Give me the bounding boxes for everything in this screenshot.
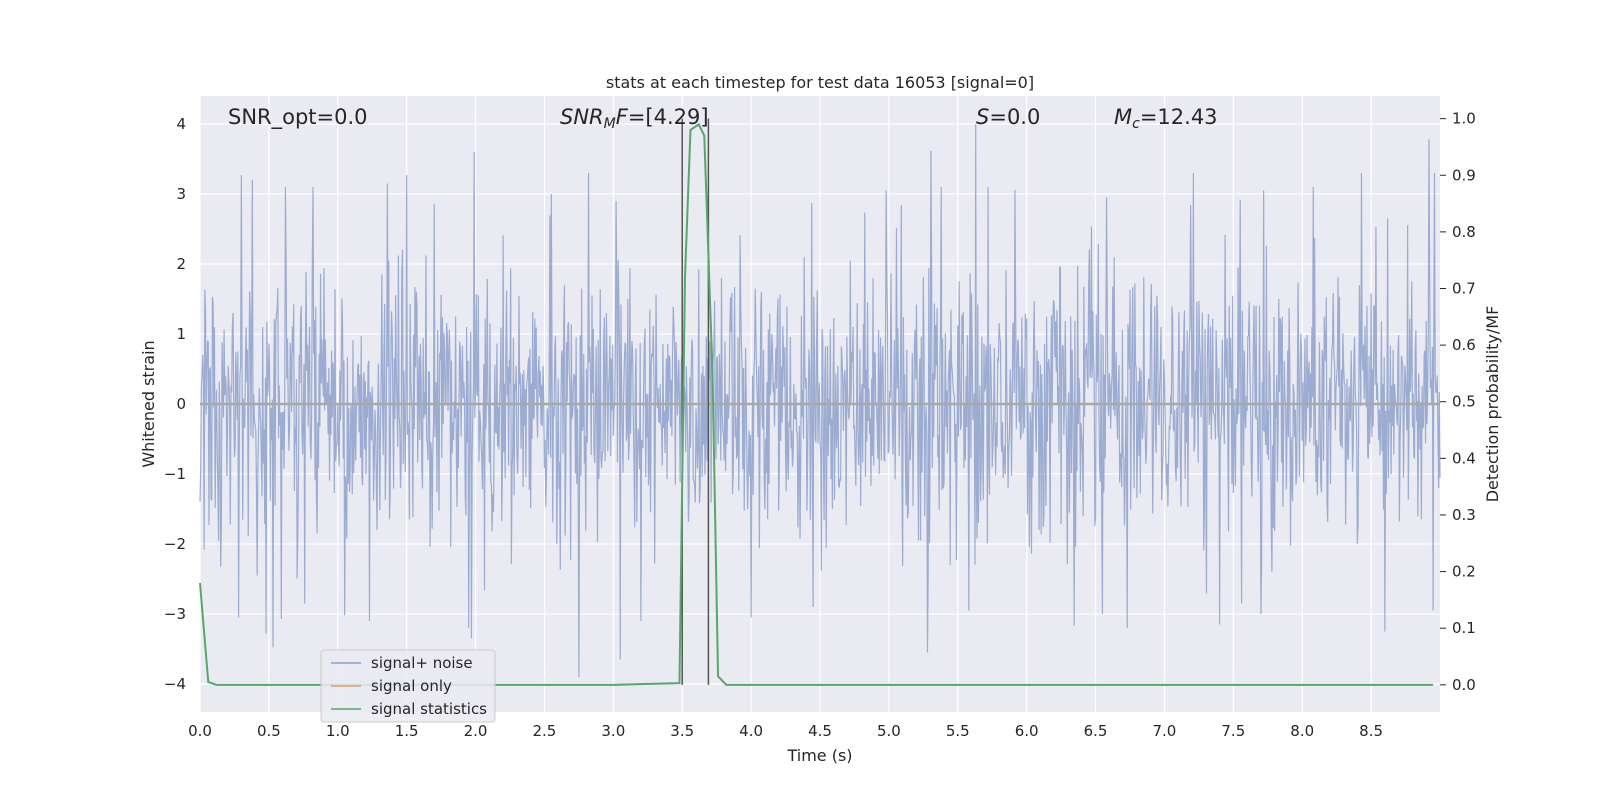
x-tick-label: 3.0 <box>601 722 625 740</box>
x-tick-label: 8.0 <box>1290 722 1314 740</box>
annotation-snr-mf: SNRMF=[4.29] <box>560 105 709 132</box>
x-tick-label: 2.0 <box>464 722 488 740</box>
annotation-s: S=0.0 <box>976 105 1040 129</box>
annotation-snr-opt: SNR_opt=0.0 <box>228 105 368 130</box>
x-tick-label: 5.0 <box>877 722 901 740</box>
y-tick-label: −2 <box>164 535 186 553</box>
legend-label-signal-statistics: signal statistics <box>371 700 487 718</box>
y-tick-label: 4 <box>176 115 186 133</box>
y2-tick-labels: 1.0 0.9 0.8 0.7 0.6 0.5 0.4 0.3 0.2 0.1 0.0 <box>1440 110 1476 694</box>
annotation-s-value: =0.0 <box>989 105 1040 129</box>
marker-lines <box>681 118 710 685</box>
annotation-mc-sub: c <box>1132 116 1140 132</box>
y-tick-label: 0 <box>176 395 186 413</box>
annotation-s-main: S <box>976 105 989 129</box>
series-signal-statistics <box>199 122 1434 686</box>
y2-tick-label: 0.8 <box>1452 223 1476 241</box>
y2-tick-label: 0.3 <box>1452 506 1476 524</box>
x-tick-label: 4.5 <box>808 722 832 740</box>
y2-tick-label: 0.7 <box>1452 280 1476 298</box>
chart-title: stats at each timestep for test data 160… <box>606 73 1034 92</box>
x-tick-label: 7.0 <box>1153 722 1177 740</box>
annotation-snr-mf-value: =[4.29] <box>628 105 709 129</box>
x-tick-label: 0.0 <box>188 722 212 740</box>
y2-tick-label: 0.4 <box>1452 449 1476 467</box>
x-tick-label: 2.5 <box>533 722 557 740</box>
y-tick-label: 3 <box>176 185 186 203</box>
y-tick-label: −4 <box>164 675 186 693</box>
y-tick-label: 1 <box>176 325 186 343</box>
x-tick-label: 3.5 <box>670 722 694 740</box>
x-axis-label: Time (s) <box>786 746 852 765</box>
x-tick-label: 1.5 <box>395 722 419 740</box>
y2-tick-label: 0.5 <box>1452 393 1476 411</box>
annotation-mc: Mc=12.43 <box>1114 105 1218 132</box>
legend-label-signal-noise: signal+ noise <box>371 654 473 672</box>
annotation-snr-mf-mid: F <box>616 105 629 129</box>
signal-noise-trace <box>199 123 1441 678</box>
y2-tick-label: 0.9 <box>1452 166 1476 184</box>
x-tick-label: 0.5 <box>257 722 281 740</box>
annotation-mc-value: =12.43 <box>1140 105 1218 129</box>
x-tick-labels: 0.0 0.5 1.0 1.5 2.0 2.5 3.0 3.5 4.0 4.5 5.0 5.5 6.0 6… <box>188 722 1383 740</box>
y2-tick-label: 0.1 <box>1452 619 1476 637</box>
y-tick-label: −3 <box>164 605 186 623</box>
signal-statistics-trace <box>199 122 1434 686</box>
x-tick-label: 5.5 <box>946 722 970 740</box>
annotation-snr-mf-sub: M <box>604 116 616 132</box>
legend: signal+ noise signal only signal statist… <box>320 649 496 723</box>
annotation-mc-main: M <box>1114 105 1132 129</box>
y-tick-label: −1 <box>164 465 186 483</box>
x-tick-label: 1.0 <box>326 722 350 740</box>
x-tick-label: 8.5 <box>1359 722 1383 740</box>
y-tick-label: 2 <box>176 255 186 273</box>
y2-tick-label: 1.0 <box>1452 110 1476 128</box>
legend-box <box>320 649 496 723</box>
legend-label-signal-only: signal only <box>371 677 452 695</box>
y2-axis-label: Detection probability/MF <box>1483 306 1502 503</box>
x-tick-label: 4.0 <box>739 722 763 740</box>
x-tick-label: 6.0 <box>1015 722 1039 740</box>
y2-tick-label: 0.6 <box>1452 336 1476 354</box>
y2-tick-label: 0.0 <box>1452 676 1476 694</box>
y-axis-label: Whitened strain <box>139 340 158 467</box>
series-signal-noise <box>199 123 1441 678</box>
annotation-snr-mf-main: SNR <box>560 105 604 129</box>
x-tick-label: 6.5 <box>1084 722 1108 740</box>
x-tick-label: 7.5 <box>1221 722 1245 740</box>
y-tick-labels: 4 3 2 1 0 −1 −2 −3 −4 <box>164 115 186 693</box>
y2-tick-label: 0.2 <box>1452 563 1476 581</box>
